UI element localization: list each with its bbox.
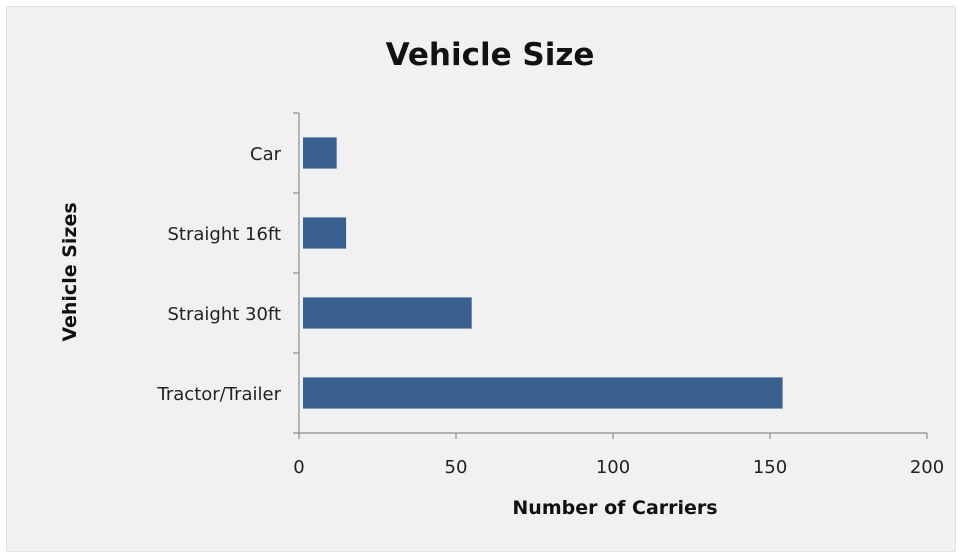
x-tick-label: 0 [293, 457, 304, 478]
bar [303, 217, 347, 249]
x-tick-label: 50 [445, 457, 468, 478]
chart-title: Vehicle Size [386, 37, 595, 73]
y-axis-title: Vehicle Sizes [59, 202, 81, 341]
chart-area [6, 6, 956, 552]
bar [303, 377, 783, 409]
bar [303, 137, 337, 169]
x-tick-label: 200 [910, 457, 944, 478]
y-tick-label: Straight 16ft [167, 224, 281, 245]
y-tick-label: Tractor/Trailer [157, 384, 282, 405]
x-tick-label: 100 [596, 457, 630, 478]
bar [303, 297, 472, 329]
y-tick-label: Straight 30ft [167, 304, 281, 325]
x-axis-title: Number of Carriers [512, 497, 717, 519]
plot-area: 0 50 100 150 200 Car Straight 16ft Straight 30f… [157, 112, 944, 478]
x-tick-label: 150 [753, 457, 787, 478]
y-tick-label: Car [250, 144, 282, 165]
